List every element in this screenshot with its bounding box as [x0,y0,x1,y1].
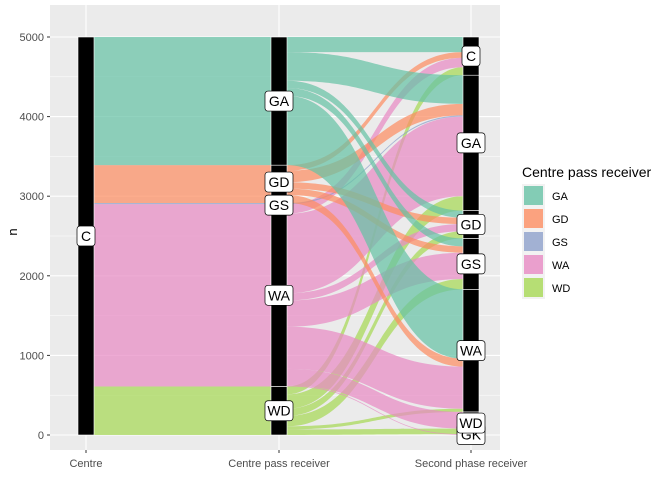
y-tick-label: 4000 [20,112,44,124]
x-tick-label: Centre [69,458,102,470]
stratum-label-box [264,171,294,193]
legend-title: Centre pass receiver [522,164,652,180]
flow-ribbon [287,52,463,104]
legend-label-wa: WA [552,260,570,272]
legend-swatch-wa [524,255,543,274]
y-tick-label: 1000 [20,350,44,362]
stratum-label-gd: GD [456,214,486,235]
flow-ribbon [94,386,271,435]
legend-swatch-ga [524,186,543,205]
legend-swatch-wd [524,278,543,297]
y-tick-label: 0 [38,430,44,442]
stratum-label-text: WA [268,287,291,303]
flow-ribbon [94,204,271,387]
stratum-label-text: GS [269,197,289,213]
y-axis-title: n [5,228,20,235]
stratum-label-box [461,45,481,67]
stratum-label-text: WA [460,343,483,359]
legend-label-ga: GA [552,191,569,203]
stratum-label-c: C [76,225,96,247]
legend-swatch-gd [524,209,543,228]
stratum-label-gs: GS [264,194,294,216]
flow-ribbon [287,103,463,183]
flow-ribbons [94,37,463,435]
y-tick-label: 2000 [20,271,44,283]
flow-ribbon [94,37,271,166]
legend-swatch-gs [524,232,543,251]
legend-label-gd: GD [552,214,569,226]
stratum-label-wa: WA [264,284,294,306]
stratum-label-text: C [81,228,91,244]
stratum-label-text: GS [461,256,481,272]
stratum-label-box [264,400,294,422]
y-tick-label: 3000 [20,191,44,203]
stratum-label-box [76,225,96,247]
stratum-label-ga: GA [456,132,486,154]
flow-ribbon [287,368,463,429]
stratum-label-text: WD [267,403,290,419]
y-tick-label: 5000 [20,32,44,44]
stratum-label-box [456,340,486,361]
stratum-label-wa: WA [456,340,486,361]
x-tick-label: Centre pass receiver [228,458,330,470]
stratum-label-text: GA [269,93,290,109]
flow-ribbon [287,52,463,171]
flow-ribbon [287,95,463,359]
stratum-label-box [456,214,486,235]
flow-ribbon [287,195,463,367]
flow-ribbon [287,37,463,53]
stratum-label-ga: GA [264,90,294,112]
stratum-label-box [264,284,294,306]
flow-ribbon [287,224,463,301]
flow-ribbon [94,202,271,205]
stratum-label-box [456,412,486,434]
flow-ribbon [287,80,463,218]
stratum-label-box [264,90,294,112]
legend-label-wd: WD [552,283,570,295]
flow-ribbon [287,231,463,416]
y-axis: 0 1000 2000 3000 4000 5000 [20,32,50,442]
flow-ribbon [287,115,463,205]
stratum-label-c: C [461,45,481,67]
stratum-label-text: GD [461,216,482,232]
stratum-label-box [456,132,486,154]
stratum-label-wd: WD [264,400,294,422]
stratum-label-gs: GS [456,253,486,275]
flow-ribbon [287,57,463,214]
stratum-label-text: C [466,48,476,64]
stratum-label-wd: WD [456,412,486,434]
legend: Centre pass receiver GA GD GS WA WD [522,164,652,299]
stratum-label-text: GD [269,174,290,190]
stratum-label-text: WD [459,415,482,431]
x-axis: Centre Centre pass receiver Second phase r… [69,450,528,470]
flow-ribbon [287,428,463,435]
flow-ribbon [287,408,463,430]
legend-label-gs: GS [552,237,568,249]
stratum-label-gd: GD [264,171,294,193]
flow-ribbon [287,87,463,247]
x-tick-label: Second phase receiver [415,458,528,470]
flow-ribbon [287,326,463,409]
stratum-label-box [456,253,486,275]
stratum-label-text: GA [461,135,482,151]
flow-ribbon [287,385,463,435]
stratum-label-box [264,194,294,216]
flow-ribbon [94,165,271,203]
